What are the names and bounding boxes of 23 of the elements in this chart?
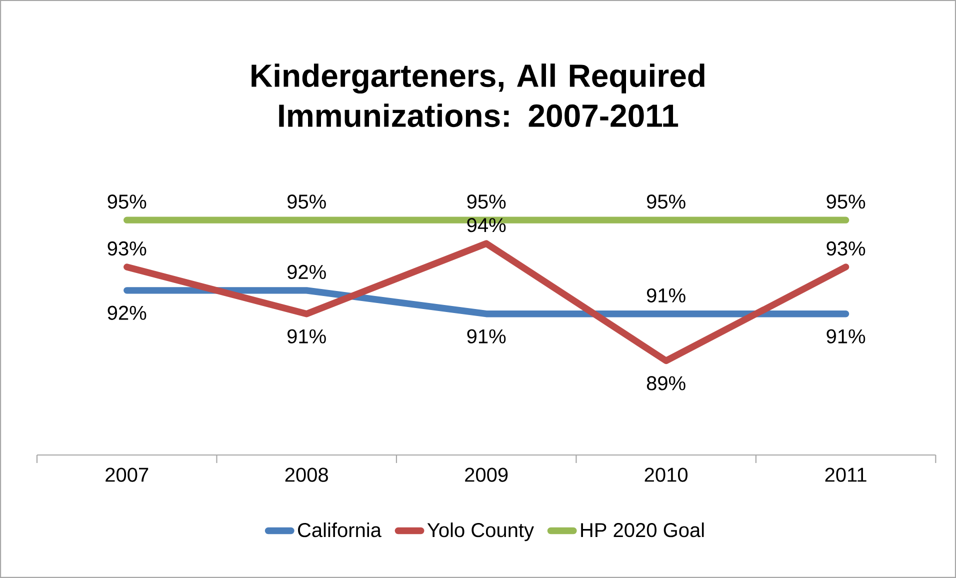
data-label: 89% [646, 376, 686, 390]
x-tick-label: 2010 [644, 468, 688, 482]
data-label: 92% [288, 264, 326, 280]
data-label: 91% [647, 288, 686, 302]
data-label: 91% [826, 329, 866, 344]
legend-label: Yolo County [427, 522, 534, 542]
data-label: 95% [108, 194, 146, 209]
data-label: 91% [467, 329, 506, 344]
data-label: 95% [288, 194, 326, 209]
x-tick-label: 2009 [465, 468, 508, 482]
x-tick-label: 2008 [285, 468, 328, 482]
x-tick-label: 2011 [825, 468, 866, 482]
data-label: 92% [108, 306, 146, 320]
data-label: 93% [826, 241, 866, 256]
legend-label: HP 2020 Goal [581, 522, 704, 538]
chart-title: Kindergarteners, All Required Immunizations: 2007-2011 [252, 64, 704, 128]
data-label: 95% [826, 194, 866, 209]
data-label: 95% [647, 194, 686, 209]
data-label: 95% [467, 194, 506, 209]
data-label: 93% [108, 241, 146, 256]
data-label: 91% [288, 329, 326, 344]
x-tick-label: 2007 [106, 468, 148, 482]
legend-label: California [298, 522, 382, 538]
